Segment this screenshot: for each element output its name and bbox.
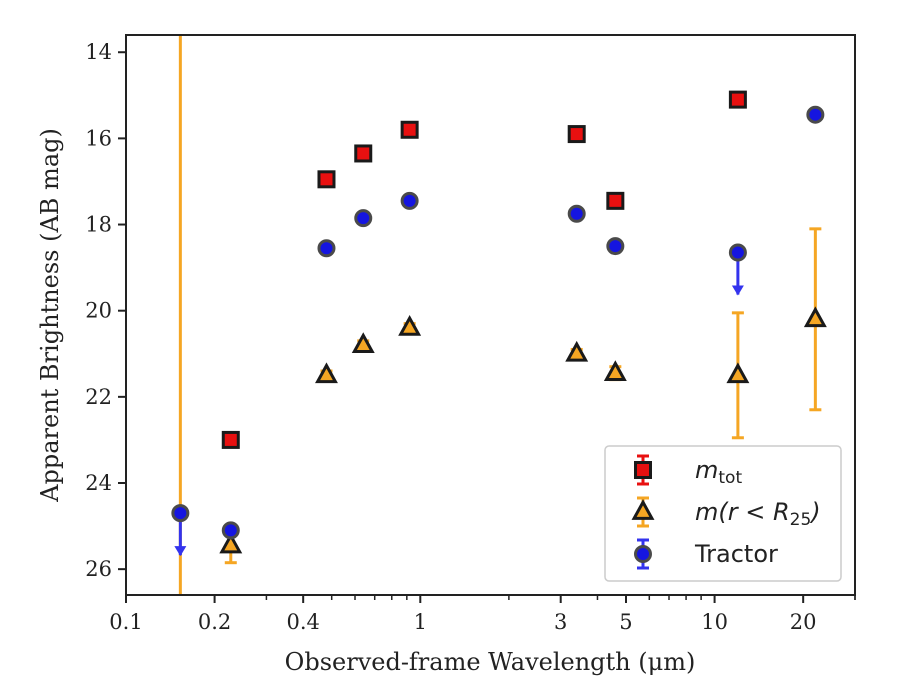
x-tick-label-1: 0.2 [198,610,231,634]
point-2-7 [728,243,747,262]
x-tick-label-7: 20 [790,610,817,634]
point-1-6 [726,362,750,384]
x-tick-label-6: 10 [701,610,728,634]
x-tick-label-2: 0.4 [286,610,319,634]
legend-box [604,445,842,582]
point-0-6 [728,90,747,109]
point-2-8 [806,105,825,124]
point-0-2 [354,144,373,163]
legend-marker-1 [631,499,655,520]
plot-frame [125,34,856,596]
point-1-7 [803,306,827,328]
legend-entry-2: Tractor [634,538,778,570]
legend-label-1: m(r < R25) [695,498,821,530]
point-2-0-limit-head [174,546,187,557]
x-tick-label-4: 3 [554,610,567,634]
y-tick-label-3: 20 [85,299,112,323]
legend-entry-0: mtot [634,454,742,488]
point-1-0 [219,532,243,554]
point-1-4 [565,340,589,362]
legend: mtot m(r < R25) Tractor [604,445,842,582]
legend-marker-0 [634,461,652,479]
y-tick-label-5: 24 [85,471,112,495]
legend-marker-2 [634,545,652,563]
y-tick-label-6: 26 [85,557,112,581]
x-axis-label: Observed-frame Wavelength (μm) [285,648,696,676]
point-1-3 [398,315,422,336]
point-2-6 [606,237,625,256]
point-0-4 [567,125,586,144]
point-0-5 [606,191,625,210]
y-tick-label-2: 18 [85,213,112,237]
x-tick-label-3: 1 [414,610,427,634]
point-2-7-limit-head [731,285,744,296]
point-2-5 [567,204,586,223]
x-tick-label-5: 5 [619,610,632,634]
point-0-0 [221,430,240,449]
x-tick-label-0: 0.1 [109,610,142,634]
point-2-3 [354,209,373,228]
legend-label-2: Tractor [694,540,778,568]
axes: 0.1 0.2 0.4 1 3 5 10 20 14 16 18 20 22 24 26 [85,40,856,634]
plot-area [171,35,827,595]
point-2-4 [400,191,419,210]
point-1-1 [315,362,338,384]
legend-label-0: mtot [695,456,742,488]
point-0-1 [317,170,336,189]
series-1 [219,227,827,565]
y-tick-label-4: 22 [85,385,112,409]
point-2-2 [317,239,336,258]
y-axis-label: Apparent Brightness (AB mag) [36,128,64,503]
series-0 [221,90,747,449]
series-2 [171,105,825,557]
y-tick-label-1: 16 [85,126,112,150]
point-2-0 [171,504,190,523]
point-1-2 [351,332,375,354]
point-0-3 [400,120,419,139]
point-1-5 [603,360,627,382]
y-tick-label-0: 14 [85,40,112,64]
legend-entry-1: m(r < R25) [631,496,821,530]
point-2-1 [221,521,240,540]
